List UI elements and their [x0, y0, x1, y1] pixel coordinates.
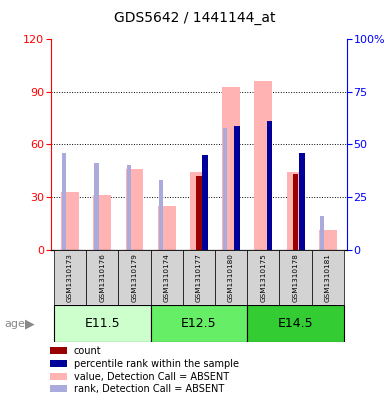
Bar [151, 250, 183, 305]
Bar [287, 173, 305, 250]
Bar [118, 250, 151, 305]
Text: GSM1310179: GSM1310179 [131, 253, 137, 301]
Text: E11.5: E11.5 [85, 317, 120, 330]
Bar [234, 125, 240, 250]
Bar [86, 250, 118, 305]
Text: age: age [4, 319, 25, 329]
Bar [202, 155, 208, 250]
Bar [320, 216, 324, 250]
Text: GSM1310177: GSM1310177 [196, 253, 202, 301]
Bar [158, 206, 176, 250]
Bar [151, 305, 247, 342]
Text: count: count [74, 346, 101, 356]
Text: E14.5: E14.5 [278, 317, 313, 330]
Bar [50, 385, 67, 393]
Bar [183, 250, 215, 305]
Bar [222, 86, 240, 250]
Bar [292, 174, 298, 250]
Bar [190, 173, 208, 250]
Text: GSM1310180: GSM1310180 [228, 253, 234, 301]
Bar [299, 153, 305, 250]
Bar [312, 250, 344, 305]
Bar [54, 305, 151, 342]
Bar [255, 81, 272, 250]
Text: GSM1310173: GSM1310173 [67, 253, 73, 301]
Bar [54, 250, 86, 305]
Bar [50, 347, 67, 354]
Bar [94, 163, 99, 250]
Text: GSM1310174: GSM1310174 [164, 253, 170, 301]
Bar [280, 250, 312, 305]
Bar [62, 153, 66, 250]
Bar [223, 128, 227, 250]
Bar [247, 305, 344, 342]
Text: GSM1310178: GSM1310178 [292, 253, 299, 301]
Text: percentile rank within the sample: percentile rank within the sample [74, 359, 239, 369]
Bar [215, 250, 247, 305]
Bar [50, 360, 67, 367]
Bar [126, 169, 144, 250]
Bar [319, 230, 337, 250]
Text: GSM1310175: GSM1310175 [261, 253, 266, 301]
Text: GSM1310181: GSM1310181 [325, 253, 331, 301]
Text: value, Detection Call = ABSENT: value, Detection Call = ABSENT [74, 372, 229, 382]
Bar [127, 165, 131, 250]
Text: E12.5: E12.5 [181, 317, 217, 330]
Bar [196, 176, 202, 250]
Text: rank, Detection Call = ABSENT: rank, Detection Call = ABSENT [74, 384, 224, 393]
Text: ▶: ▶ [25, 318, 35, 331]
Bar [93, 195, 111, 250]
Bar [266, 121, 272, 250]
Text: GSM1310176: GSM1310176 [99, 253, 105, 301]
Bar [50, 373, 67, 380]
Bar [247, 250, 280, 305]
Bar [61, 192, 79, 250]
Bar [159, 180, 163, 250]
Text: GDS5642 / 1441144_at: GDS5642 / 1441144_at [114, 11, 276, 25]
